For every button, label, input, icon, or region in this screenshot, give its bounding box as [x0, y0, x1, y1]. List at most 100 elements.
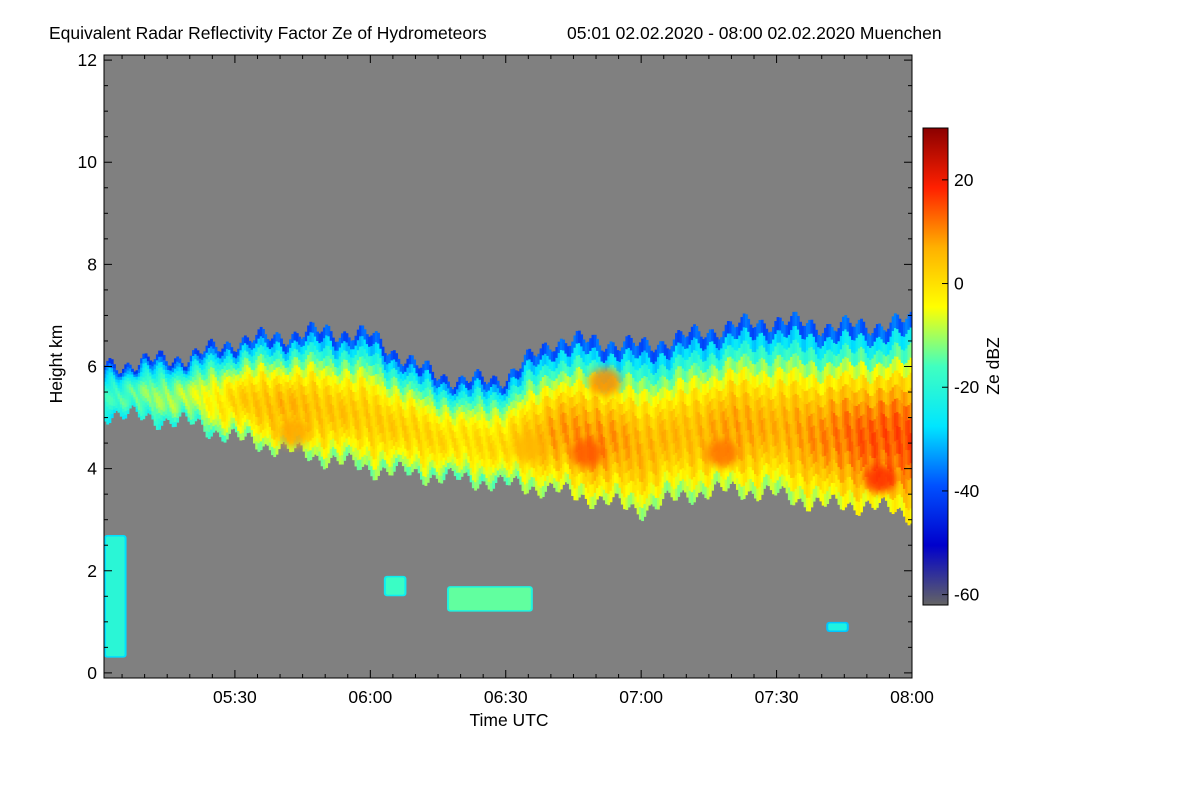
reflectivity-cell — [356, 419, 360, 431]
reflectivity-cell — [618, 403, 622, 415]
reflectivity-cell — [634, 472, 638, 486]
reflectivity-cell — [853, 352, 857, 367]
reflectivity-cell — [219, 418, 222, 425]
reflectivity-cell — [670, 367, 674, 379]
reflectivity-cell — [749, 383, 753, 397]
reflectivity-cell — [356, 349, 360, 361]
reflectivity-cell — [582, 372, 586, 385]
reflectivity-cell — [447, 425, 450, 432]
reflectivity-cell — [210, 429, 213, 437]
reflectivity-cell — [503, 467, 507, 475]
reflectivity-cell — [462, 438, 466, 446]
reflectivity-cell — [844, 479, 848, 494]
reflectivity-cell — [440, 383, 444, 392]
reflectivity-cell — [210, 345, 213, 354]
reflectivity-cell — [142, 400, 146, 406]
reflectivity-cell — [562, 432, 566, 444]
reflectivity-cell — [449, 398, 453, 405]
reflectivity-cell — [271, 413, 274, 422]
reflectivity-cell — [246, 425, 250, 434]
reflectivity-cell — [277, 374, 281, 384]
reflectivity-cell — [334, 448, 338, 458]
reflectivity-cell — [842, 482, 845, 497]
reflectivity-cell — [731, 413, 735, 426]
reflectivity-cell — [234, 391, 238, 399]
reflectivity-cell — [399, 378, 403, 386]
reflectivity-cell — [363, 386, 367, 398]
reflectivity-cell — [769, 354, 773, 367]
reflectivity-cell — [555, 439, 559, 451]
reflectivity-cell — [444, 411, 448, 419]
reflectivity-cell — [656, 426, 660, 440]
reflectivity-cell — [169, 386, 173, 392]
reflectivity-cell — [318, 360, 322, 371]
reflectivity-cell — [390, 377, 394, 387]
reflectivity-cell — [212, 354, 216, 362]
reflectivity-cell — [444, 445, 448, 454]
reflectivity-cell — [381, 415, 385, 425]
reflectivity-cell — [733, 427, 737, 440]
reflectivity-cell — [510, 457, 514, 467]
reflectivity-cell — [377, 404, 380, 415]
reflectivity-cell — [151, 398, 155, 404]
reflectivity-cell — [379, 357, 383, 368]
reflectivity-cell — [431, 401, 435, 409]
reflectivity-cell — [636, 417, 640, 431]
reflectivity-cell — [846, 384, 850, 398]
reflectivity-cell — [744, 468, 748, 483]
reflectivity-cell — [194, 415, 198, 422]
reflectivity-cell — [873, 457, 877, 472]
reflectivity-cell — [907, 479, 911, 496]
reflectivity-cell — [424, 423, 428, 433]
reflectivity-cell — [359, 325, 362, 337]
reflectivity-cell — [783, 463, 787, 477]
reflectivity-cell — [167, 400, 171, 405]
reflectivity-cell — [372, 406, 376, 418]
reflectivity-cell — [474, 396, 478, 406]
reflectivity-cell — [171, 376, 175, 382]
reflectivity-cell — [715, 398, 719, 410]
reflectivity-cell — [284, 381, 288, 389]
reflectivity-cell — [151, 394, 155, 400]
reflectivity-cell — [830, 422, 834, 436]
reflectivity-cell — [133, 391, 137, 395]
reflectivity-cell — [571, 363, 575, 376]
reflectivity-cell — [754, 388, 757, 401]
reflectivity-cell — [501, 451, 505, 459]
reflectivity-cell — [451, 394, 455, 402]
reflectivity-cell — [216, 426, 220, 433]
reflectivity-cell — [135, 393, 139, 398]
reflectivity-cell — [390, 359, 394, 370]
reflectivity-cell — [331, 362, 335, 372]
reflectivity-cell — [530, 428, 534, 439]
reflectivity-cell — [641, 455, 645, 470]
reflectivity-cell — [487, 435, 491, 444]
reflectivity-cell — [697, 457, 701, 470]
reflectivity-cell — [620, 448, 624, 460]
reflectivity-cell — [638, 455, 642, 470]
reflectivity-cell — [442, 434, 446, 443]
reflectivity-cell — [164, 393, 168, 399]
reflectivity-cell — [237, 424, 241, 431]
reflectivity-cell — [575, 367, 579, 380]
reflectivity-cell — [124, 364, 128, 369]
reflectivity-cell — [110, 388, 114, 394]
reflectivity-cell — [223, 379, 227, 387]
reflectivity-cell — [833, 447, 836, 460]
reflectivity-cell — [819, 347, 823, 361]
reflectivity-cell — [645, 412, 649, 426]
reflectivity-cell — [126, 402, 130, 407]
reflectivity-cell — [415, 372, 419, 381]
reflectivity-cell — [532, 467, 536, 478]
reflectivity-cell — [496, 401, 500, 409]
reflectivity-cell — [104, 409, 107, 414]
reflectivity-cell — [284, 409, 288, 417]
reflectivity-cell — [187, 362, 191, 368]
reflectivity-cell — [577, 473, 581, 486]
reflectivity-cell — [690, 402, 694, 417]
reflectivity-cell — [241, 359, 245, 368]
reflectivity-cell — [483, 431, 487, 440]
reflectivity-cell — [309, 449, 313, 461]
reflectivity-cell — [690, 352, 694, 366]
reflectivity-cell — [397, 439, 401, 448]
